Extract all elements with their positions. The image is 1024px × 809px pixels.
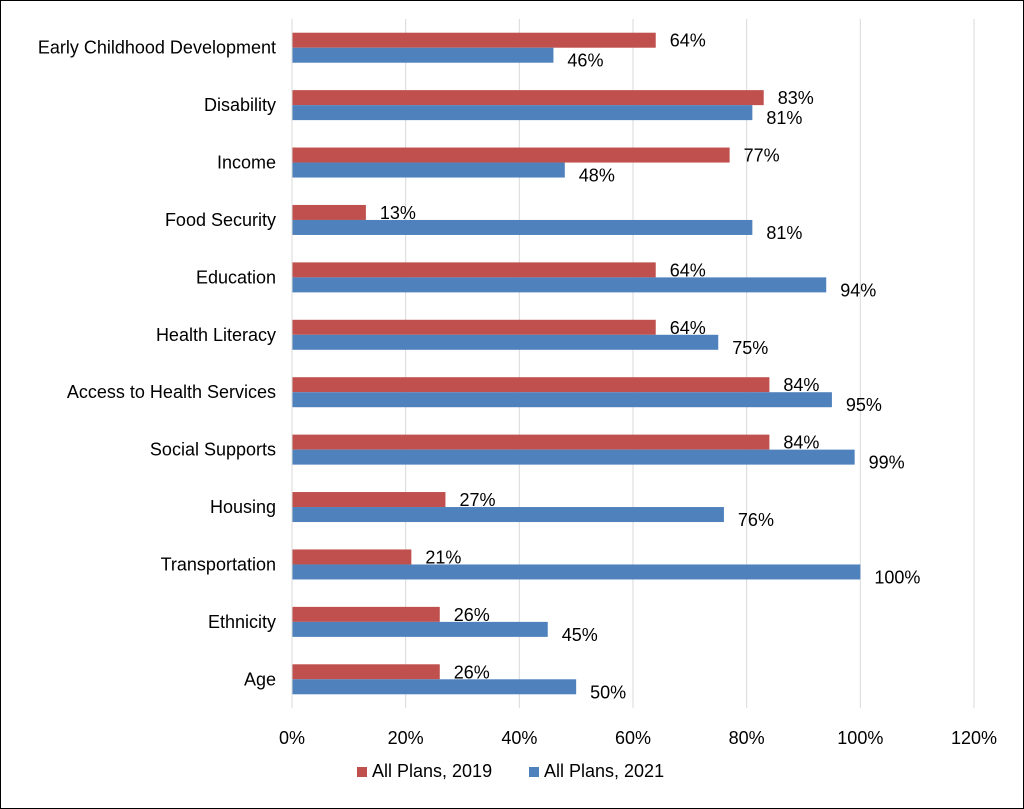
data-label-2019: 84% <box>783 433 819 453</box>
bar-2019 <box>292 664 440 680</box>
bar-2019 <box>292 319 656 335</box>
data-label-2021: 45% <box>562 625 598 645</box>
category-label: Social Supports <box>150 440 276 460</box>
data-label-2019: 77% <box>744 146 780 166</box>
bar-2021 <box>292 392 832 408</box>
data-label-2021: 48% <box>579 166 615 186</box>
legend: All Plans, 2019 All Plans, 2021 <box>357 761 664 781</box>
category-label: Income <box>217 153 276 173</box>
bar-2019 <box>292 492 446 508</box>
bar-2021 <box>292 564 861 580</box>
bars <box>292 32 861 695</box>
category-label: Ethnicity <box>208 612 276 632</box>
legend-swatch-2021 <box>529 767 539 777</box>
bar-2021 <box>292 277 827 293</box>
data-label-2021: 94% <box>840 280 876 300</box>
data-labels: 64%46%83%81%77%48%13%81%64%94%64%75%84%9… <box>380 31 920 703</box>
data-label-2021: 81% <box>766 108 802 128</box>
bar-2021 <box>292 679 577 695</box>
data-label-2019: 64% <box>670 318 706 338</box>
category-label: Transportation <box>161 554 276 574</box>
data-label-2021: 99% <box>869 453 905 473</box>
legend-label-2021: All Plans, 2021 <box>544 761 664 781</box>
gridlines <box>405 19 975 708</box>
bar-2021 <box>292 621 548 637</box>
data-label-2021: 75% <box>732 338 768 358</box>
bar-2019 <box>292 32 656 48</box>
data-label-2019: 26% <box>454 662 490 682</box>
x-tick-label: 60% <box>615 728 651 748</box>
category-label: Food Security <box>165 210 276 230</box>
data-label-2021: 46% <box>567 51 603 71</box>
x-tick-label: 80% <box>729 728 765 748</box>
data-label-2019: 83% <box>778 88 814 108</box>
x-tick-label: 100% <box>837 728 883 748</box>
x-tick-label: 40% <box>501 728 537 748</box>
bar-2019 <box>292 204 366 220</box>
category-label: Early Childhood Development <box>38 38 276 58</box>
category-label: Access to Health Services <box>67 382 276 402</box>
data-label-2021: 76% <box>738 510 774 530</box>
x-tick-label: 0% <box>279 728 305 748</box>
data-label-2019: 21% <box>425 547 461 567</box>
category-label: Housing <box>210 497 276 517</box>
data-label-2019: 64% <box>670 260 706 280</box>
x-tick-label: 120% <box>951 728 997 748</box>
data-label-2019: 26% <box>454 605 490 625</box>
bar-2021 <box>292 507 724 523</box>
bar-2021 <box>292 47 554 63</box>
data-label-2021: 100% <box>874 567 920 587</box>
category-label: Disability <box>204 95 276 115</box>
category-label: Age <box>244 669 276 689</box>
category-label: Health Literacy <box>156 325 276 345</box>
data-label-2021: 81% <box>766 223 802 243</box>
category-axis: Early Childhood Development Disability Inc… <box>38 19 293 708</box>
data-label-2019: 13% <box>380 203 416 223</box>
x-tick-label: 20% <box>388 728 424 748</box>
bar-2019 <box>292 549 412 565</box>
bar-2019 <box>292 147 730 163</box>
category-label: Education <box>196 267 276 287</box>
value-axis-ticks: 0% 20% 40% 60% 80% 100% 120% <box>279 728 997 748</box>
bar-2021 <box>292 449 855 465</box>
bar-2019 <box>292 377 770 393</box>
data-label-2021: 95% <box>846 395 882 415</box>
data-label-2021: 50% <box>590 682 626 702</box>
bar-2021 <box>292 219 753 235</box>
data-label-2019: 84% <box>783 375 819 395</box>
bar-2021 <box>292 105 753 121</box>
legend-label-2019: All Plans, 2019 <box>372 761 492 781</box>
bar-2019 <box>292 90 764 106</box>
data-label-2019: 64% <box>670 31 706 51</box>
bar-2019 <box>292 606 440 622</box>
bar-2021 <box>292 334 719 350</box>
legend-swatch-2019 <box>357 767 367 777</box>
bar-2019 <box>292 434 770 450</box>
bar-2019 <box>292 262 656 278</box>
data-label-2019: 27% <box>459 490 495 510</box>
bar-2021 <box>292 162 565 178</box>
